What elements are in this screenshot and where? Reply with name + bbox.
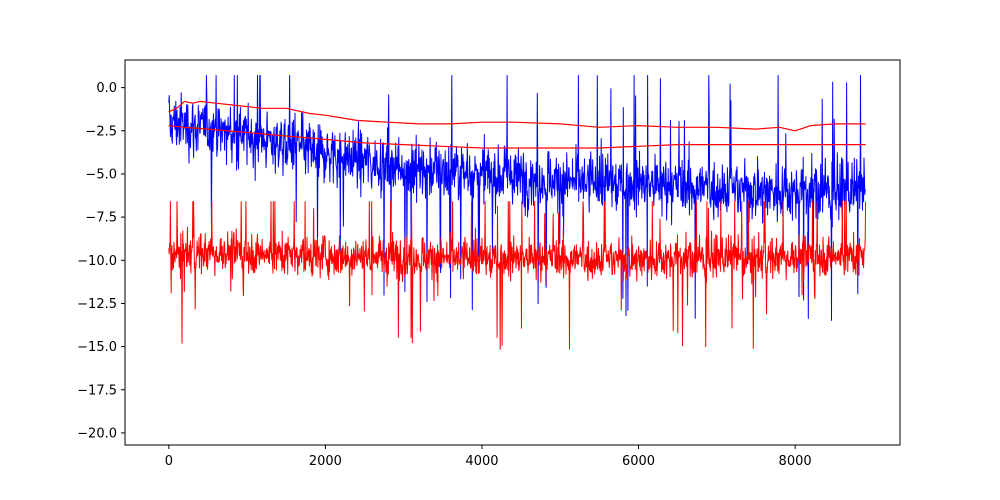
y-tick-label: −7.5 xyxy=(85,211,117,226)
x-tick-label: 6000 xyxy=(622,454,655,469)
y-tick-label: −10.0 xyxy=(77,254,117,269)
x-tick-label: 0 xyxy=(165,454,173,469)
x-axis: 0 2000 4000 6000 8000 xyxy=(165,445,812,469)
x-tick-label: 8000 xyxy=(779,454,812,469)
series-line-4 xyxy=(168,125,866,149)
series-line-2 xyxy=(168,201,867,350)
x-tick-label: 2000 xyxy=(309,454,342,469)
y-tick-label: −17.5 xyxy=(77,383,117,398)
plot-frame xyxy=(124,59,901,446)
y-tick-label: 0.0 xyxy=(96,81,117,96)
series-layer xyxy=(168,75,867,350)
series-line-1 xyxy=(168,75,866,321)
y-axis: 0.0 −2.5 −5.0 −7.5 −10.0 −12.5 −15.0 −17.5 −20.0 xyxy=(77,81,125,441)
y-tick-label: −5.0 xyxy=(85,167,117,182)
x-tick-label: 4000 xyxy=(465,454,498,469)
y-tick-label: −2.5 xyxy=(85,124,117,139)
series-line-3 xyxy=(168,100,866,132)
y-tick-label: −15.0 xyxy=(77,340,117,355)
y-tick-label: −20.0 xyxy=(77,426,117,441)
y-tick-label: −12.5 xyxy=(77,297,117,312)
